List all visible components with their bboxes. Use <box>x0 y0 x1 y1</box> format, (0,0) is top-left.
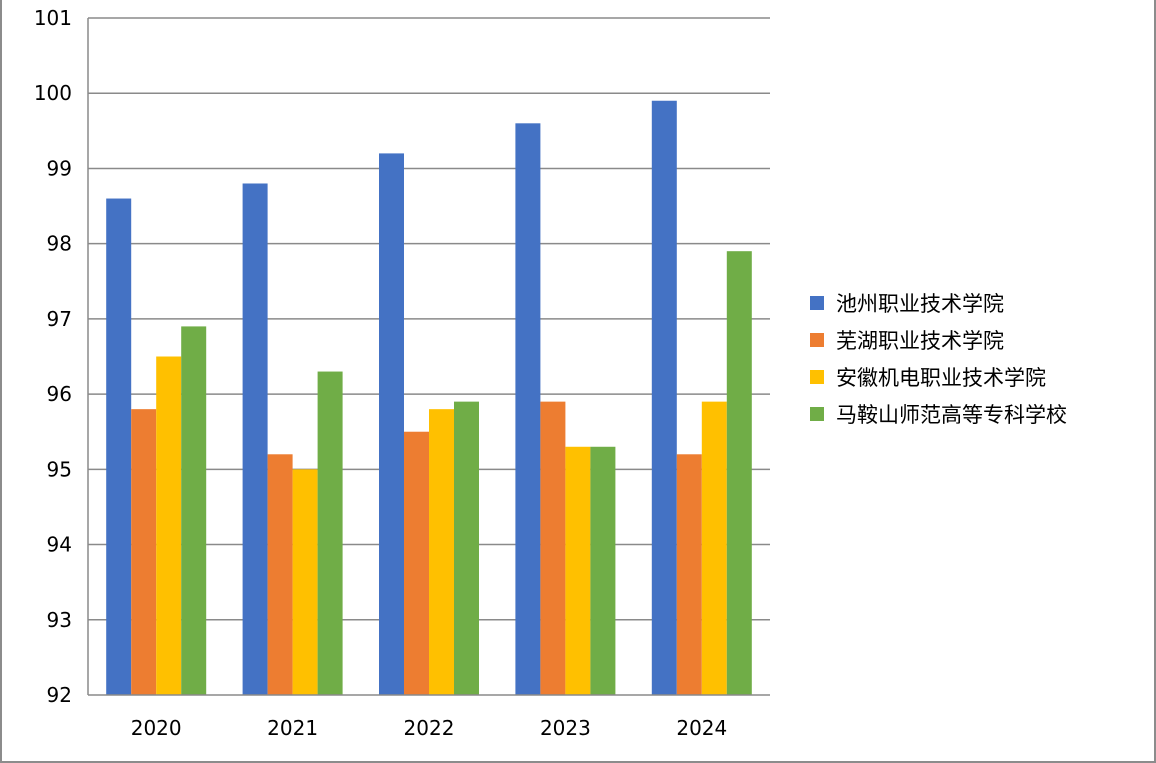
bar-2020-series-1 <box>131 409 157 695</box>
bar-2022-series-1 <box>404 431 429 695</box>
legend-swatch <box>810 407 824 421</box>
y-tick-labels: 92 93 94 95 96 97 98 99 100 101 <box>34 6 72 707</box>
y-tick-label: 100 <box>34 81 72 105</box>
x-tick-labels: 2020 2021 2022 2023 2024 <box>131 716 728 740</box>
bar-2023-series-2 <box>565 446 591 695</box>
bars <box>106 100 752 696</box>
y-tick-label: 95 <box>47 457 72 481</box>
legend-swatch <box>810 296 824 310</box>
bar-2024-series-1 <box>676 454 702 695</box>
y-tick-label: 98 <box>47 232 72 256</box>
bar-2023-series-1 <box>540 401 566 695</box>
legend-label: 池州职业技术学院 <box>836 292 1004 316</box>
x-tick-label: 2021 <box>267 716 318 740</box>
bar-2024-series-2 <box>701 401 727 695</box>
bar-2024-series-3 <box>726 251 752 695</box>
bar-2021-series-0 <box>242 183 268 695</box>
bar-2021-series-3 <box>317 371 343 695</box>
y-tick-label: 101 <box>34 6 72 30</box>
legend-swatch <box>810 333 824 347</box>
y-tick-label: 97 <box>47 307 72 331</box>
bar-2024-series-0 <box>651 100 677 695</box>
legend-label: 芜湖职业技术学院 <box>836 329 1004 353</box>
bar-2021-series-2 <box>292 469 318 695</box>
legend-label: 安徽机电职业技术学院 <box>836 366 1046 390</box>
bar-2020-series-3 <box>181 326 207 695</box>
x-tick-label: 2020 <box>131 716 182 740</box>
bar-2021-series-1 <box>267 454 293 695</box>
bar-2022-series-3 <box>454 401 479 695</box>
legend-label: 马鞍山师范高等专科学校 <box>836 403 1067 427</box>
bar-2020-series-0 <box>106 198 132 696</box>
legend-swatch <box>810 370 824 384</box>
y-tick-label: 94 <box>47 533 72 557</box>
bar-2022-series-2 <box>429 409 454 695</box>
axes <box>87 18 770 696</box>
bar-2022-series-0 <box>379 153 404 695</box>
bar-2023-series-3 <box>590 446 616 695</box>
x-tick-label: 2023 <box>540 716 591 740</box>
y-tick-label: 99 <box>47 156 72 180</box>
x-tick-label: 2024 <box>676 716 727 740</box>
y-tick-label: 96 <box>47 382 72 406</box>
bar-2020-series-2 <box>156 356 182 695</box>
bar-2023-series-0 <box>515 123 541 696</box>
y-tick-label: 92 <box>47 683 72 707</box>
y-tick-label: 93 <box>47 608 72 632</box>
x-tick-label: 2022 <box>404 716 455 740</box>
